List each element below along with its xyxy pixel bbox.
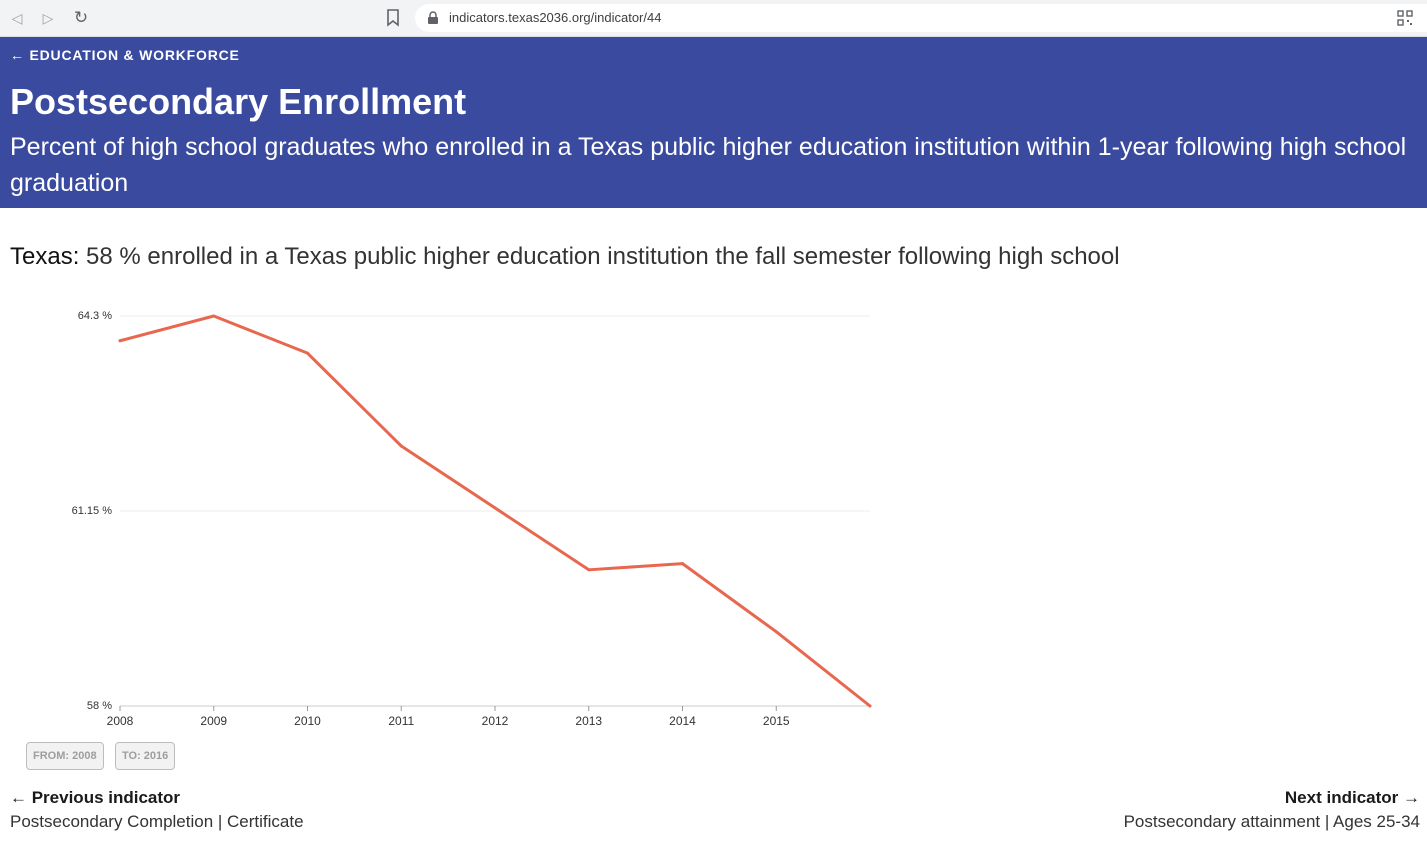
x-tick-label: 2011 [388, 714, 414, 728]
x-tick-label: 2010 [294, 714, 321, 728]
page-title: Postsecondary Enrollment [10, 81, 467, 122]
next-indicator-link[interactable]: Next indicator → [1284, 788, 1420, 807]
page-subtitle: Percent of high school graduates who enr… [10, 133, 1407, 197]
url-text: indicators.texas2036.org/indicator/44 [449, 10, 662, 25]
x-tick-label: 2012 [482, 714, 509, 728]
data-point [493, 506, 497, 510]
indicator-summary: Texas: 58 % enrolled in a Texas public h… [10, 243, 1120, 271]
address-bar[interactable]: indicators.texas2036.org/indicator/44 [415, 4, 1427, 32]
data-point [399, 444, 403, 448]
reload-icon[interactable]: ↻ [73, 8, 89, 27]
indicator-header: ← EDUCATION & WORKFORCE Postsecondary En… [0, 37, 1427, 208]
data-point [587, 568, 591, 572]
data-point [118, 339, 122, 343]
data-point [868, 704, 872, 708]
from-year-button[interactable]: FROM: 2008 [26, 742, 104, 770]
summary-region: Texas: [10, 243, 80, 270]
summary-text: enrolled in a Texas public higher educat… [147, 243, 1120, 270]
x-tick-label: 2014 [669, 714, 696, 728]
data-point [774, 630, 778, 634]
data-point [306, 351, 309, 355]
line-chart: 58 % 61.15 % 64.3 % 2008 2009 2010 2011 2012 201… [72, 310, 872, 728]
previous-indicator-link[interactable]: ← Previous indicator [10, 788, 181, 807]
category-back-link[interactable]: ← EDUCATION & WORKFORCE [10, 47, 240, 63]
data-point [681, 562, 684, 566]
previous-indicator-title[interactable]: Postsecondary Completion | Certificate [10, 812, 304, 831]
x-tick-label: 2015 [763, 714, 790, 728]
summary-value: 58 % [86, 243, 141, 270]
bookmark-icon[interactable] [385, 8, 401, 28]
x-tick-label: 2013 [575, 714, 602, 728]
qr-code-icon[interactable] [1397, 10, 1413, 26]
x-tick-label: 2008 [107, 714, 134, 728]
lock-icon [428, 11, 438, 24]
y-tick-label: 58 % [87, 700, 112, 712]
forward-arrow-icon[interactable]: ▷ [42, 10, 54, 26]
y-tick-label: 61.15 % [72, 505, 113, 517]
y-tick-label: 64.3 % [78, 310, 112, 322]
x-tick-label: 2009 [200, 714, 227, 728]
next-indicator-title[interactable]: Postsecondary attainment | Ages 25-34 [1123, 812, 1420, 831]
data-point [212, 314, 216, 318]
to-year-button[interactable]: TO: 2016 [115, 742, 176, 770]
browser-toolbar: ◁ ▷ ↻ indicators.texas2036.org/indicator… [0, 0, 1427, 37]
back-arrow-icon[interactable]: ◁ [11, 10, 23, 26]
